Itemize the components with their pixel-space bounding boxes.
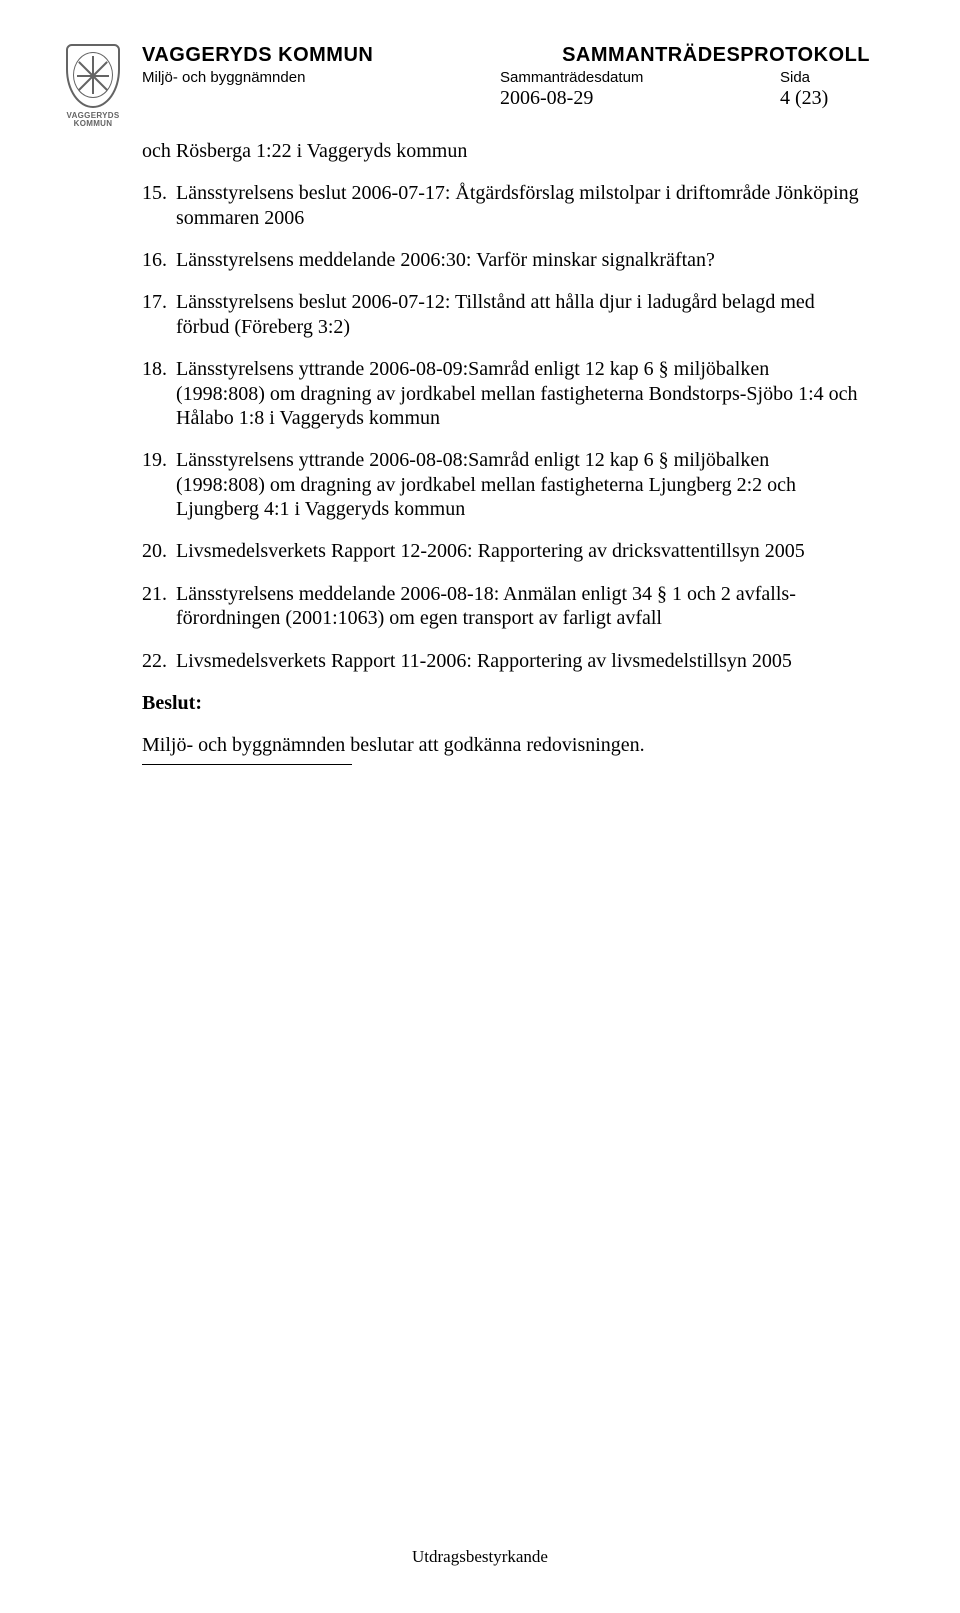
beslut-label: Beslut:	[142, 691, 862, 715]
item-number: 16.	[142, 248, 176, 272]
item-text: Livsmedelsverkets Rapport 12-2006: Rappo…	[176, 539, 862, 563]
side-label: Sida	[780, 69, 870, 86]
list-item: 19.Länsstyrelsens yttrande 2006-08-08:Sa…	[142, 448, 862, 521]
list-item: 15.Länsstyrelsens beslut 2006-07-17: Åtg…	[142, 181, 862, 230]
page: VAGGERYDS KOMMUN VAGGERYDS KOMMUN SAMMAN…	[0, 0, 960, 1613]
body: och Rösberga 1:22 i Vaggeryds kommun 15.…	[142, 139, 862, 765]
crest-label-2: KOMMUN	[58, 120, 128, 128]
item-number: 22.	[142, 649, 176, 673]
item-number: 21.	[142, 582, 176, 631]
list-item: 20.Livsmedelsverkets Rapport 12-2006: Ra…	[142, 539, 862, 563]
page-number: 4 (23)	[780, 87, 870, 110]
item-number: 20.	[142, 539, 176, 563]
list-item: 22.Livsmedelsverkets Rapport 11-2006: Ra…	[142, 649, 862, 673]
item-text: Länsstyrelsens beslut 2006-07-12: Tillst…	[176, 290, 862, 339]
item-text: Livsmedelsverkets Rapport 11-2006: Rappo…	[176, 649, 862, 673]
item-list: 15.Länsstyrelsens beslut 2006-07-17: Åtg…	[142, 181, 862, 673]
item-text: Länsstyrelsens yttrande 2006-08-09:Samrå…	[176, 357, 862, 430]
doc-type: SAMMANTRÄDESPROTOKOLL	[562, 44, 870, 67]
item-number: 17.	[142, 290, 176, 339]
item-text: Länsstyrelsens meddelande 2006:30: Varfö…	[176, 248, 862, 272]
list-item: 21.Länsstyrelsens meddelande 2006-08-18:…	[142, 582, 862, 631]
item-number: 18.	[142, 357, 176, 430]
item-text: Länsstyrelsens yttrande 2006-08-08:Samrå…	[176, 448, 862, 521]
footer: Utdragsbestyrkande	[0, 1547, 960, 1567]
crest-icon	[66, 44, 120, 108]
header: VAGGERYDS KOMMUN VAGGERYDS KOMMUN SAMMAN…	[58, 44, 870, 129]
board-name: Miljö- och byggnämnden	[142, 69, 500, 86]
item-text: Länsstyrelsens beslut 2006-07-17: Åtgärd…	[176, 181, 862, 230]
crest: VAGGERYDS KOMMUN	[58, 44, 128, 129]
list-item: 17.Länsstyrelsens beslut 2006-07-12: Til…	[142, 290, 862, 339]
intro-text: och Rösberga 1:22 i Vaggeryds kommun	[142, 139, 862, 163]
item-number: 19.	[142, 448, 176, 521]
signature-line	[142, 764, 352, 765]
list-item: 16.Länsstyrelsens meddelande 2006:30: Va…	[142, 248, 862, 272]
item-number: 15.	[142, 181, 176, 230]
beslut-text: Miljö- och byggnämnden beslutar att godk…	[142, 733, 862, 757]
date-label: Sammanträdesdatum	[500, 69, 780, 86]
org-name: VAGGERYDS KOMMUN	[142, 44, 373, 67]
meeting-date: 2006-08-29	[500, 87, 780, 110]
list-item: 18.Länsstyrelsens yttrande 2006-08-09:Sa…	[142, 357, 862, 430]
header-text: VAGGERYDS KOMMUN SAMMANTRÄDESPROTOKOLL M…	[142, 44, 870, 110]
item-text: Länsstyrelsens meddelande 2006-08-18: An…	[176, 582, 862, 631]
